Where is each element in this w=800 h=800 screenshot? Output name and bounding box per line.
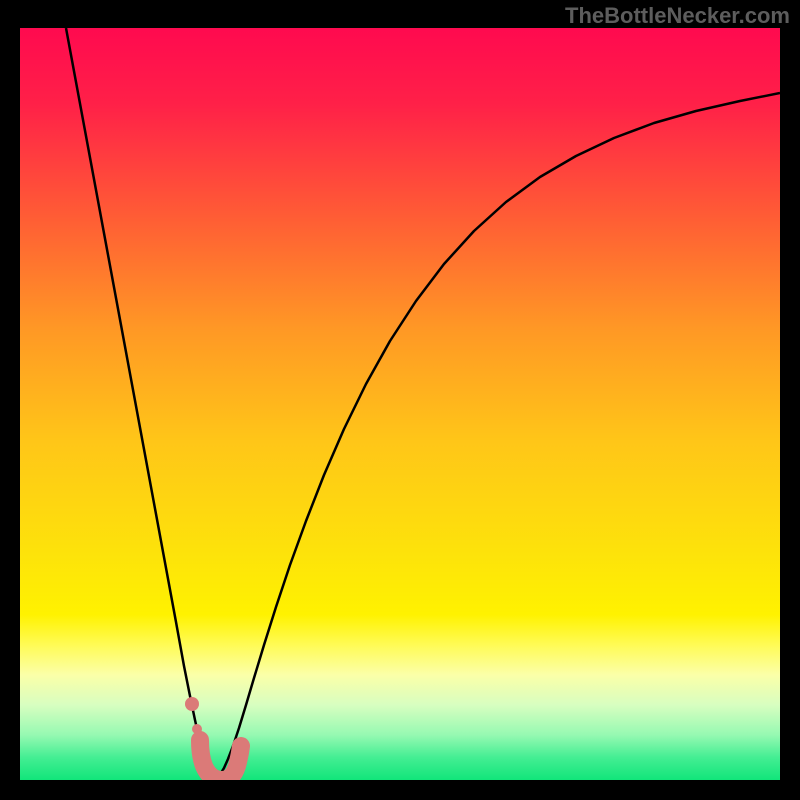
plot-svg — [20, 28, 780, 780]
chart-container: TheBottleNecker.com — [0, 0, 800, 800]
plot-area — [20, 28, 780, 780]
watermark-text: TheBottleNecker.com — [565, 3, 790, 29]
marker-dot — [185, 697, 199, 711]
gradient-background — [20, 28, 780, 780]
